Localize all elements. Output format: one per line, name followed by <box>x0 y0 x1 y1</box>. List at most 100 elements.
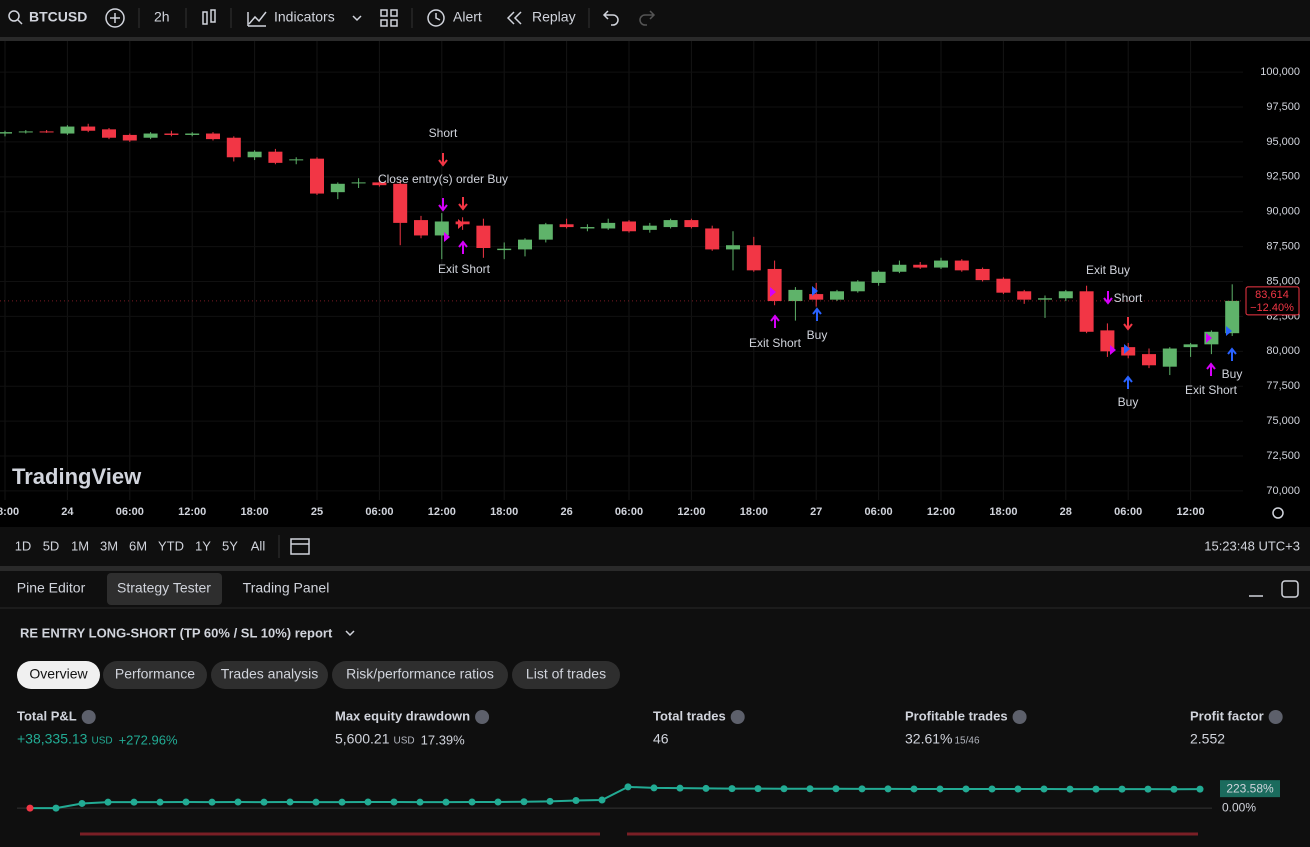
chart-type[interactable] <box>202 9 216 25</box>
indicators[interactable]: Indicators <box>274 9 335 25</box>
x-tick-label: 18:00 <box>0 506 19 518</box>
x-tick-label: 27 <box>810 506 822 518</box>
panel-tab[interactable]: Strategy Tester <box>117 580 211 596</box>
candle-body <box>497 248 512 251</box>
report-dropdown[interactable] <box>345 630 355 637</box>
equity-point <box>962 785 970 793</box>
redo[interactable] <box>639 10 656 26</box>
report-tab-bg[interactable] <box>17 661 100 689</box>
equity-point <box>234 798 242 806</box>
range-button[interactable]: 1Y <box>195 538 211 553</box>
range-button[interactable]: 3M <box>100 538 118 553</box>
x-tick-label: 06:00 <box>365 506 393 518</box>
info-icon[interactable] <box>1012 710 1027 724</box>
x-tick-label: 06:00 <box>1114 506 1142 518</box>
signal-arrow-head <box>812 307 822 315</box>
report-tab[interactable]: Risk/performance ratios <box>346 666 494 682</box>
info-icon[interactable] <box>475 710 490 724</box>
alert[interactable]: Alert <box>453 9 482 25</box>
equity-point <box>598 796 606 804</box>
signal-arrow-head <box>438 204 448 212</box>
equity-point <box>104 798 112 806</box>
equity-point <box>1170 785 1178 793</box>
signal-arrow-head <box>1227 347 1237 355</box>
y-tick-label: 100,000 <box>1260 66 1300 78</box>
settings-icon[interactable] <box>1272 507 1284 519</box>
report-tab[interactable]: Trades analysis <box>221 666 319 682</box>
signal-arrow-head <box>1103 297 1113 305</box>
change-label: −12.40% <box>1250 302 1294 314</box>
range-bar <box>0 527 1310 567</box>
equity-point <box>858 785 866 793</box>
strategy-label: Buy <box>1118 395 1139 409</box>
entry-flag <box>1110 345 1116 355</box>
metric-value: 46 <box>653 731 669 747</box>
equity-point <box>702 784 710 792</box>
report-tab[interactable]: Overview <box>29 666 88 682</box>
signal-arrow-head <box>1206 362 1216 370</box>
candle-body <box>934 260 948 268</box>
candle-body <box>996 278 1011 293</box>
report-tab[interactable]: Performance <box>115 666 195 682</box>
candle-body <box>684 220 699 228</box>
last-price-tag <box>1245 286 1300 316</box>
date-range-button[interactable] <box>290 538 310 555</box>
add-symbol[interactable] <box>105 8 125 28</box>
equity-point <box>130 798 138 806</box>
symbol[interactable]: BTCUSD <box>29 9 87 25</box>
candle-body <box>726 245 740 250</box>
equity-point <box>52 804 60 812</box>
maximize[interactable] <box>1281 580 1299 598</box>
indicators-button[interactable]: Indicators <box>247 9 362 27</box>
range-button[interactable]: YTD <box>158 538 184 553</box>
equity-point <box>650 784 658 792</box>
candle-body <box>247 151 262 158</box>
candle-body <box>913 264 928 268</box>
alert-button[interactable]: Alert <box>427 9 482 27</box>
candle-body <box>1142 354 1156 366</box>
panel-tabs: Pine Editor Strategy Tester Trading Panel <box>17 580 330 596</box>
signal-arrow-head <box>438 159 448 167</box>
candle-body <box>580 227 595 229</box>
candle-body <box>788 289 803 302</box>
report-tab-bg[interactable] <box>103 661 207 689</box>
panel-tab[interactable]: Pine Editor <box>17 580 86 596</box>
range-button[interactable]: 5Y <box>222 538 238 553</box>
symbol-search[interactable]: BTCUSD <box>8 9 87 25</box>
equity-point <box>910 785 918 793</box>
equity-point <box>156 798 164 806</box>
candle-body <box>122 134 137 141</box>
info-icon[interactable] <box>81 710 96 724</box>
x-tick-label: 12:00 <box>178 506 206 518</box>
replay[interactable]: Replay <box>532 9 576 25</box>
report-tab-bg[interactable] <box>512 661 620 689</box>
x-tick-label: 18:00 <box>241 506 269 518</box>
range-button[interactable]: 6M <box>129 538 147 553</box>
layouts[interactable] <box>380 9 398 27</box>
range-button[interactable]: 1M <box>71 538 89 553</box>
x-tick-label: 06:00 <box>615 506 643 518</box>
interval[interactable]: 2h <box>154 9 170 25</box>
candle-body <box>642 225 657 230</box>
undo[interactable] <box>602 10 619 26</box>
report-title[interactable]: RE ENTRY LONG-SHORT (TP 60% / SL 10%) re… <box>20 625 333 640</box>
price-chart: 18:00 24 06:00 12:00 18:00 25 06:00 12:00 18:00 2… <box>0 41 1300 519</box>
report-tab-bg[interactable] <box>211 661 328 689</box>
equity-point <box>78 799 86 807</box>
info-icon[interactable] <box>730 710 745 724</box>
equity-point <box>1196 785 1204 793</box>
replay-button[interactable]: Replay <box>506 9 576 25</box>
info-icon[interactable] <box>1268 710 1283 724</box>
range-button[interactable]: 1D <box>15 538 32 553</box>
candle-body <box>1079 291 1094 332</box>
report-tab-bg[interactable] <box>332 661 508 689</box>
panel-tab[interactable]: Trading Panel <box>243 580 330 596</box>
strategy-label: Buy <box>1222 367 1243 381</box>
report-tab[interactable]: List of trades <box>526 666 606 682</box>
range-button[interactable]: 5D <box>43 538 60 553</box>
range-button[interactable]: All <box>251 538 266 553</box>
equity-point <box>780 785 788 793</box>
metric-extra: +272.96% <box>119 732 178 747</box>
candle-body <box>226 137 241 158</box>
candle-body <box>0 132 12 134</box>
